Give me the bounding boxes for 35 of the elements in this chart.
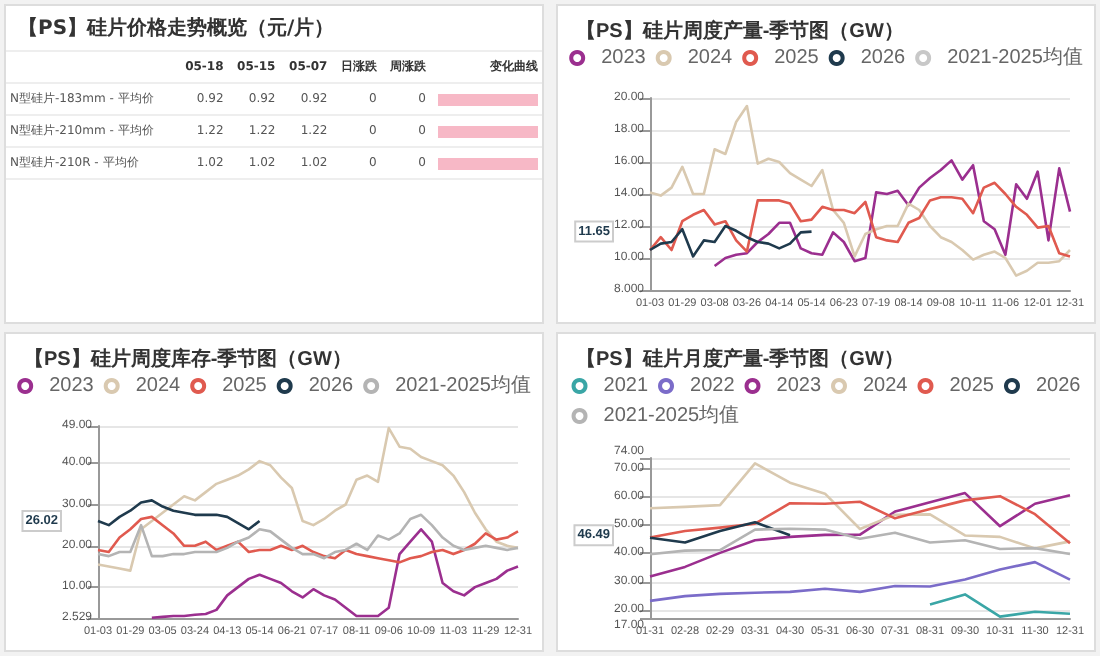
line-series bbox=[648, 491, 1072, 578]
chart-title: 【PS】硅片月度产量-季节图（GW） bbox=[576, 347, 904, 371]
legend-label: 2022 bbox=[690, 375, 736, 397]
line-series bbox=[648, 520, 792, 544]
line-series bbox=[928, 593, 1072, 618]
legend-label: 2026 bbox=[1035, 375, 1082, 397]
legend-label: 2021-2025均值 bbox=[947, 45, 1083, 69]
legend-label: 2025 bbox=[949, 375, 995, 397]
legend-label: 2021-2025均值 bbox=[603, 403, 740, 427]
legend-label: 2025 bbox=[222, 375, 268, 397]
line-series bbox=[648, 224, 813, 258]
line-series bbox=[648, 462, 1072, 550]
legend-label: 2023 bbox=[776, 375, 822, 397]
line-series bbox=[648, 181, 1072, 258]
line-series bbox=[648, 494, 1072, 545]
line-series bbox=[96, 426, 520, 572]
line-series bbox=[648, 560, 1072, 603]
line-series bbox=[150, 527, 520, 620]
line-series bbox=[96, 499, 261, 531]
legend-label: 2026 bbox=[860, 47, 907, 69]
legend-label: 2024 bbox=[687, 47, 734, 69]
text: 【PS】硅片价格走势概览（元/片） bbox=[6, 6, 542, 52]
legend-label: 2024 bbox=[863, 375, 909, 397]
legend-label: 2026 bbox=[308, 375, 355, 397]
legend-label: 2023 bbox=[49, 375, 95, 397]
legend-label: 2021 bbox=[603, 375, 649, 397]
legend-label: 2025 bbox=[774, 47, 820, 69]
line-series bbox=[648, 527, 1072, 556]
line-series bbox=[713, 159, 1072, 268]
legend-label: 2021-2025均值 bbox=[395, 373, 531, 397]
chart-title: 【PS】硅片周度库存-季节图（GW） bbox=[24, 347, 352, 371]
legend-label: 2023 bbox=[601, 47, 647, 69]
chart-title: 【PS】硅片周度产量-季节图（GW） bbox=[576, 19, 904, 43]
line-series bbox=[648, 104, 1072, 277]
legend-label: 2024 bbox=[135, 375, 182, 397]
